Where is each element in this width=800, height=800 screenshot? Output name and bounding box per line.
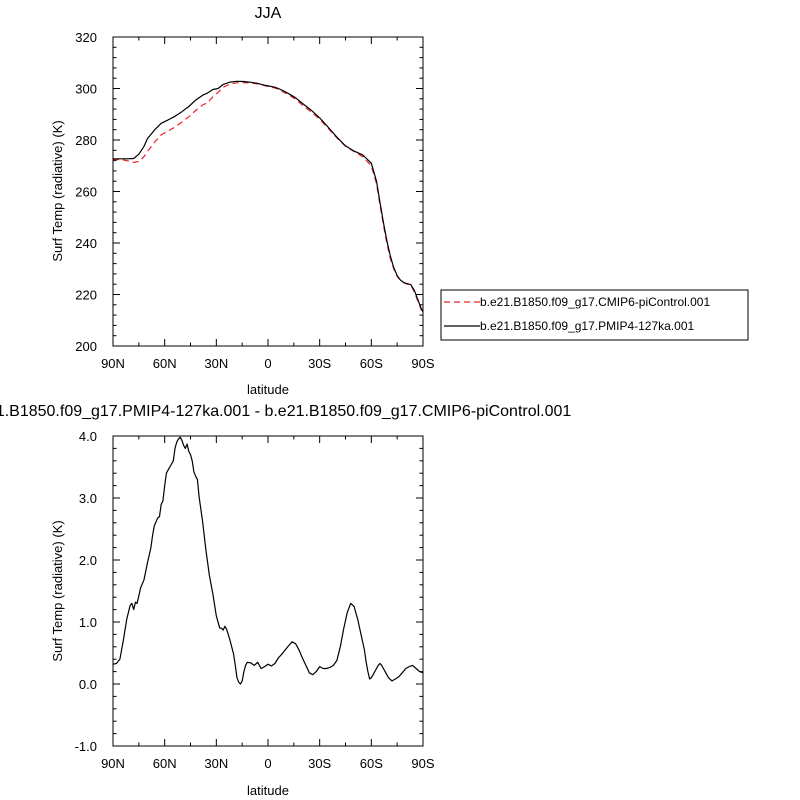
top-plot-frame [112,36,424,347]
x-tick-label: 60N [153,356,177,371]
y-tick-label: 300 [75,82,97,97]
x-tick-label: 60S [360,756,383,771]
bottom-y-tick-labels: -1.0 0.0 1.0 2.0 3.0 4.0 [75,429,97,754]
y-tick-label: 4.0 [79,429,97,444]
bottom-x-axis-label: latitude [247,783,289,798]
y-tick-label: 240 [75,236,97,251]
top-axis-ticks [112,36,424,347]
y-tick-label: 2.0 [79,553,97,568]
y-tick-label: 3.0 [79,491,97,506]
bottom-plot-frame [112,435,424,747]
y-tick-label: 280 [75,133,97,148]
top-x-tick-labels: 90N 60N 30N 0 30S 60S 90S [101,356,435,371]
top-series-line-1 [113,80,424,313]
y-tick-label: 200 [75,339,97,354]
x-tick-label: 0 [264,356,271,371]
x-tick-label: 90N [101,756,125,771]
x-tick-label: 60N [153,756,177,771]
x-tick-label: 30S [308,356,331,371]
y-tick-label: 0.0 [79,677,97,692]
x-tick-label: 0 [264,756,271,771]
legend-pmip-label: b.e21.B1850.f09_g17.PMIP4-127ka.001 [480,319,694,333]
legend-box [440,289,749,341]
top-series-lines [113,80,424,313]
legend: b.e21.B1850.f09_g17.CMIP6-piControl.001 … [440,289,749,341]
x-tick-label: 90S [411,756,434,771]
bottom-chart: b.e21.B1850.f09_g17.PMIP4-127ka.001 - b.… [0,403,571,798]
top-chart-title: JJA [255,5,282,22]
bottom-axis-ticks [112,435,424,747]
top-x-axis-label: latitude [247,382,289,397]
bottom-chart-title: b.e21.B1850.f09_g17.PMIP4-127ka.001 - b.… [0,403,571,420]
x-tick-label: 60S [360,356,383,371]
top-chart: JJA 90N 60N 30N 0 30S 60S 90S 200 220 240 260 280 3… [50,5,749,397]
y-tick-label: -1.0 [75,739,97,754]
bot-series-line-0 [112,436,424,685]
x-tick-label: 30N [204,356,228,371]
bottom-y-axis-label: Surf Temp (radiative) (K) [50,520,65,661]
top-y-axis-label: Surf Temp (radiative) (K) [50,120,65,261]
x-tick-label: 90N [101,356,125,371]
y-tick-label: 320 [75,30,97,45]
legend-control-label: b.e21.B1850.f09_g17.CMIP6-piControl.001 [480,295,710,309]
y-tick-label: 260 [75,185,97,200]
y-tick-label: 1.0 [79,615,97,630]
top-y-tick-labels: 200 220 240 260 280 300 320 [75,30,97,354]
y-tick-label: 220 [75,288,97,303]
x-tick-label: 30N [204,756,228,771]
x-tick-label: 90S [411,356,434,371]
bottom-series-lines [112,436,424,685]
x-tick-label: 30S [308,756,331,771]
bottom-x-tick-labels: 90N 60N 30N 0 30S 60S 90S [101,756,435,771]
